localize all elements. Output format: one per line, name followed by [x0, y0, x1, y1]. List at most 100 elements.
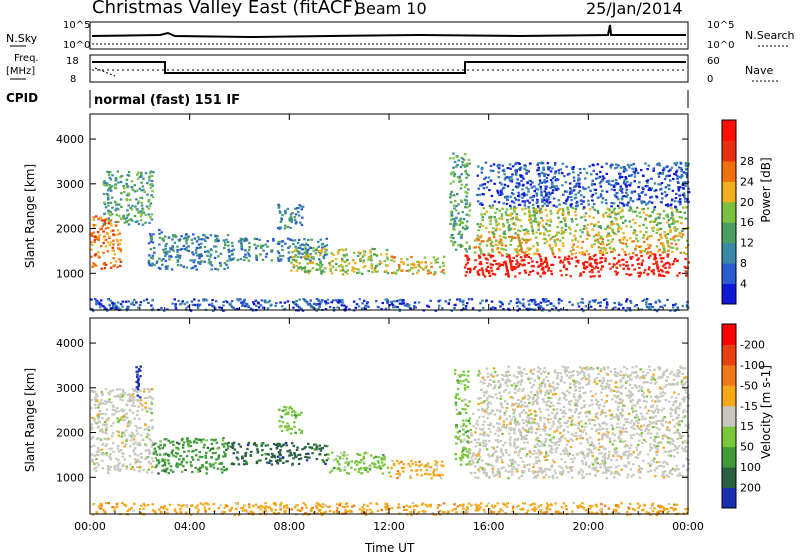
echo-cell	[386, 302, 389, 304]
echo-cell	[511, 200, 514, 202]
echo-cell	[466, 302, 469, 304]
echo-cell	[455, 397, 458, 399]
colorbar-segment	[722, 243, 736, 264]
echo-cell	[629, 237, 632, 239]
echo-cell	[203, 261, 206, 263]
echo-cell	[304, 446, 307, 448]
echo-cell	[479, 226, 482, 228]
colorbar-tick-label: 20	[740, 196, 754, 209]
echo-cell	[183, 451, 186, 453]
echo-cell	[486, 262, 489, 264]
echo-cell	[134, 447, 137, 449]
echo-cell	[589, 165, 592, 167]
echo-cell	[112, 233, 115, 235]
echo-cell	[389, 475, 392, 477]
echo-cell	[118, 450, 121, 452]
echo-cell	[553, 205, 556, 207]
echo-cell	[119, 468, 122, 470]
echo-cell	[575, 214, 578, 216]
echo-cell	[551, 186, 554, 188]
echo-cell	[477, 239, 480, 241]
sky-panel: N.Sky 10^5 10^0 10^5 10^0 N.Search	[6, 20, 795, 51]
echo-cell	[575, 218, 578, 220]
echo-cell	[637, 186, 640, 188]
echo-cell	[459, 430, 462, 432]
echo-cell	[587, 186, 590, 188]
echo-cell	[112, 409, 115, 411]
echo-cell	[595, 266, 598, 268]
echo-cell	[474, 252, 477, 254]
echo-cell	[564, 217, 567, 219]
echo-cell	[438, 300, 441, 302]
echo-cell	[284, 225, 287, 227]
echo-cell	[281, 305, 284, 307]
echo-cell	[143, 388, 146, 390]
echo-cell	[265, 256, 268, 258]
echo-cell	[289, 239, 292, 241]
echo-cell	[248, 249, 251, 251]
echo-cell	[495, 224, 498, 226]
echo-cell	[298, 463, 301, 465]
echo-cell	[192, 450, 195, 452]
echo-cell	[455, 442, 458, 444]
echo-cell	[534, 445, 537, 447]
echo-cell	[565, 181, 568, 183]
echo-cell	[545, 433, 548, 435]
echo-cell	[468, 159, 471, 161]
echo-cell	[440, 464, 443, 466]
echo-cell	[658, 249, 661, 251]
echo-cell	[154, 448, 157, 450]
echo-cell	[136, 386, 139, 388]
echo-cell	[461, 184, 464, 186]
echo-cell	[114, 253, 117, 255]
echo-cell	[568, 173, 571, 175]
echo-cell	[217, 255, 220, 257]
echo-cell	[375, 265, 378, 267]
echo-cell	[469, 210, 472, 212]
echo-cell	[106, 232, 109, 234]
echo-cell	[342, 454, 345, 456]
echo-cell	[161, 470, 164, 472]
echo-cell	[139, 390, 142, 392]
echo-cell	[151, 388, 154, 390]
echo-cell	[617, 205, 620, 207]
echo-cell	[339, 469, 342, 471]
echo-cell	[551, 183, 554, 185]
echo-cell	[442, 269, 445, 271]
echo-cell	[490, 243, 493, 245]
echo-cell	[537, 188, 540, 190]
echo-cell	[457, 388, 460, 390]
echo-cell	[654, 182, 657, 184]
echo-cell	[241, 305, 244, 307]
echo-cell	[92, 216, 95, 218]
echo-cell	[579, 435, 582, 437]
echo-cell	[545, 438, 548, 440]
echo-cell	[538, 253, 541, 255]
echo-cell	[460, 459, 463, 461]
echo-cell	[97, 231, 100, 233]
echo-cell	[648, 201, 651, 203]
echo-cell	[513, 416, 516, 418]
echo-cell	[345, 306, 348, 308]
echo-cell	[230, 305, 233, 307]
echo-cell	[215, 251, 218, 253]
echo-cell	[548, 234, 551, 236]
echo-cell	[468, 420, 471, 422]
echo-cell	[298, 239, 301, 241]
echo-cell	[526, 194, 529, 196]
echo-cell	[632, 219, 635, 221]
echo-cell	[575, 202, 578, 204]
echo-cell	[618, 302, 621, 304]
echo-cell	[137, 400, 140, 402]
echo-cell	[464, 404, 467, 406]
echo-cell	[450, 219, 453, 221]
echo-cell	[465, 202, 468, 204]
echo-cell	[486, 417, 489, 419]
echo-cell	[306, 459, 309, 461]
echo-cell	[463, 439, 466, 441]
echo-cell	[647, 462, 650, 464]
echo-cell	[142, 185, 145, 187]
echo-cell	[363, 300, 366, 302]
echo-cell	[160, 307, 163, 309]
echo-cell	[265, 458, 268, 460]
